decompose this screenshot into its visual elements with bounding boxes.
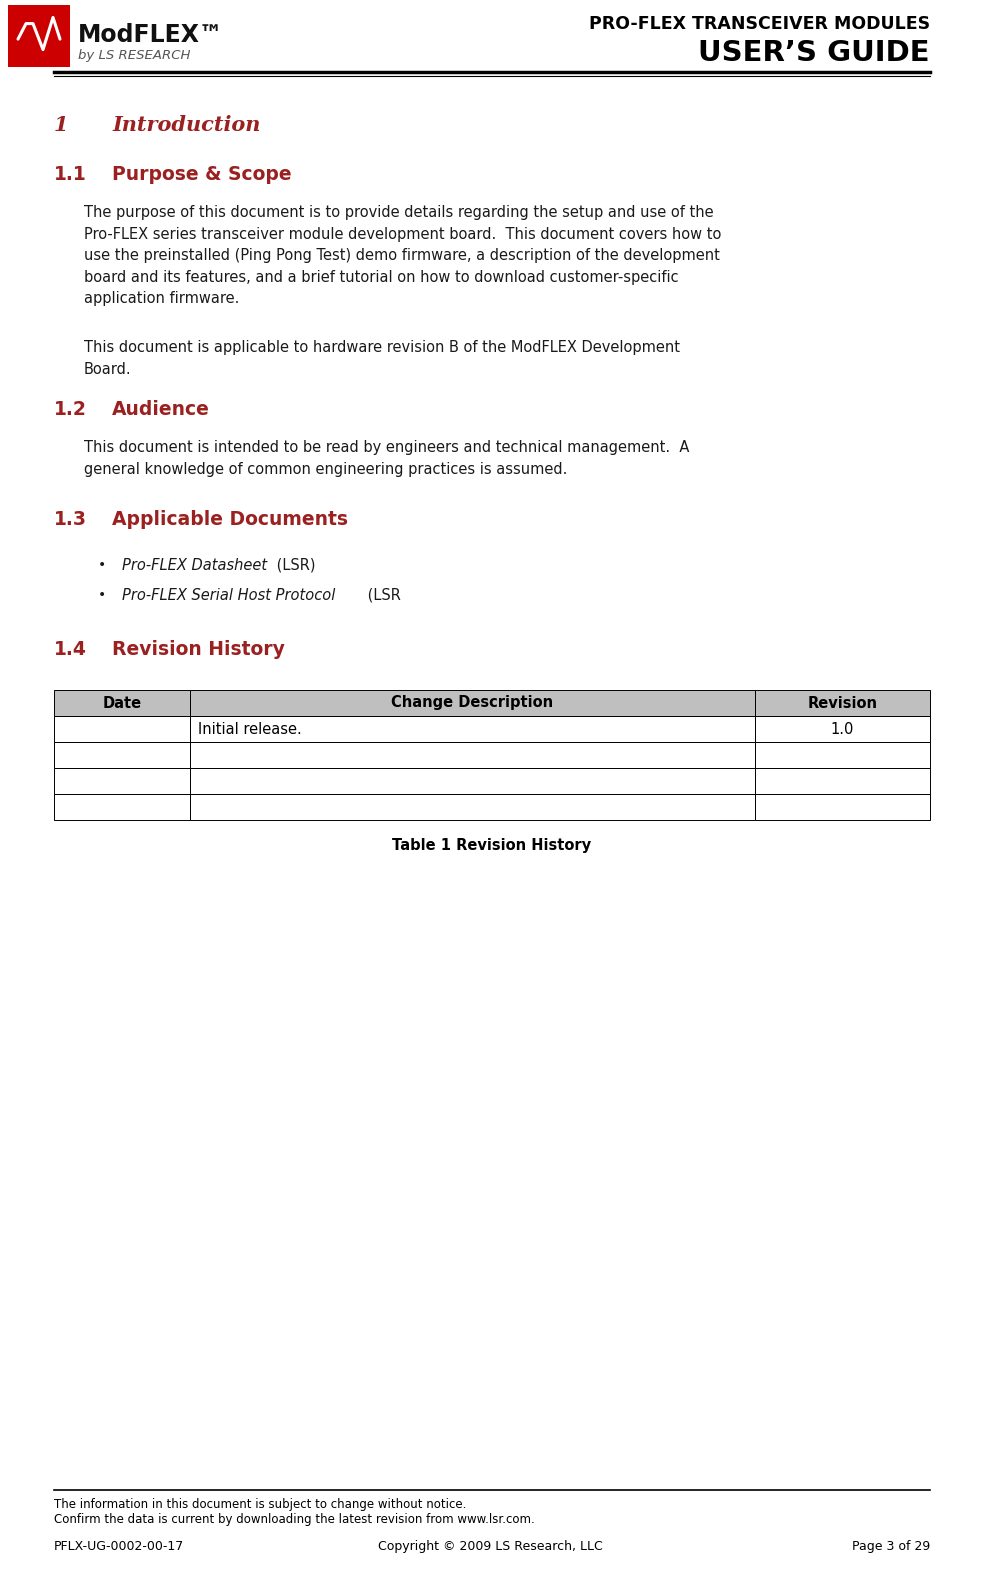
Bar (754, 742, 930, 767)
Text: PRO-FLEX TRANSCEIVER MODULES: PRO-FLEX TRANSCEIVER MODULES (589, 14, 930, 33)
Text: 1.3: 1.3 (54, 510, 87, 529)
Text: Copyright © 2009 LS Research, LLC: Copyright © 2009 LS Research, LLC (378, 1541, 603, 1553)
Bar (189, 767, 754, 794)
Text: Page 3 of 29: Page 3 of 29 (852, 1541, 930, 1553)
Bar (189, 715, 754, 742)
Bar (754, 767, 930, 794)
Text: PFLX-UG-0002-00-17: PFLX-UG-0002-00-17 (54, 1541, 184, 1553)
Text: ModFLEX™: ModFLEX™ (78, 24, 224, 47)
Text: Confirm the data is current by downloading the latest revision from www.lsr.com.: Confirm the data is current by downloadi… (54, 1513, 535, 1527)
Text: Introduction: Introduction (112, 115, 260, 135)
Text: •: • (98, 559, 106, 573)
Bar (54, 715, 189, 742)
Text: by LS RESEARCH: by LS RESEARCH (78, 49, 190, 63)
Text: The purpose of this document is to provide details regarding the setup and use o: The purpose of this document is to provi… (84, 206, 721, 306)
Bar (54, 742, 189, 767)
Bar (54, 794, 189, 821)
Text: 1.0: 1.0 (831, 722, 854, 736)
Text: 1.2: 1.2 (54, 400, 87, 419)
Text: 1.1: 1.1 (54, 165, 86, 184)
Bar (54, 690, 189, 715)
Text: 1.4: 1.4 (54, 640, 87, 659)
Text: Table 1 Revision History: Table 1 Revision History (392, 838, 592, 854)
Bar (8, 5, 70, 67)
Text: Applicable Documents: Applicable Documents (112, 510, 348, 529)
Bar (54, 767, 189, 794)
Text: USER’S GUIDE: USER’S GUIDE (698, 39, 930, 67)
Text: Pro-FLEX Datasheet: Pro-FLEX Datasheet (122, 559, 267, 573)
Text: Pro-FLEX Serial Host Protocol: Pro-FLEX Serial Host Protocol (122, 588, 336, 602)
Text: This document is intended to be read by engineers and technical management.  A
g: This document is intended to be read by … (84, 439, 690, 477)
Bar (754, 715, 930, 742)
Text: (LSR: (LSR (363, 588, 401, 602)
Text: Change Description: Change Description (391, 695, 553, 711)
Bar (189, 742, 754, 767)
Text: Revision: Revision (807, 695, 877, 711)
Text: Date: Date (102, 695, 141, 711)
Bar (189, 794, 754, 821)
Bar (754, 690, 930, 715)
Text: Revision History: Revision History (112, 640, 284, 659)
Text: The information in this document is subject to change without notice.: The information in this document is subj… (54, 1498, 466, 1511)
Text: •: • (98, 588, 106, 602)
Text: Audience: Audience (112, 400, 210, 419)
Text: Initial release.: Initial release. (198, 722, 301, 736)
Text: This document is applicable to hardware revision B of the ModFLEX Development
Bo: This document is applicable to hardware … (84, 340, 680, 377)
Text: (LSR): (LSR) (272, 559, 315, 573)
Text: Purpose & Scope: Purpose & Scope (112, 165, 291, 184)
Bar (754, 794, 930, 821)
Bar (189, 690, 754, 715)
Text: 1: 1 (54, 115, 69, 135)
